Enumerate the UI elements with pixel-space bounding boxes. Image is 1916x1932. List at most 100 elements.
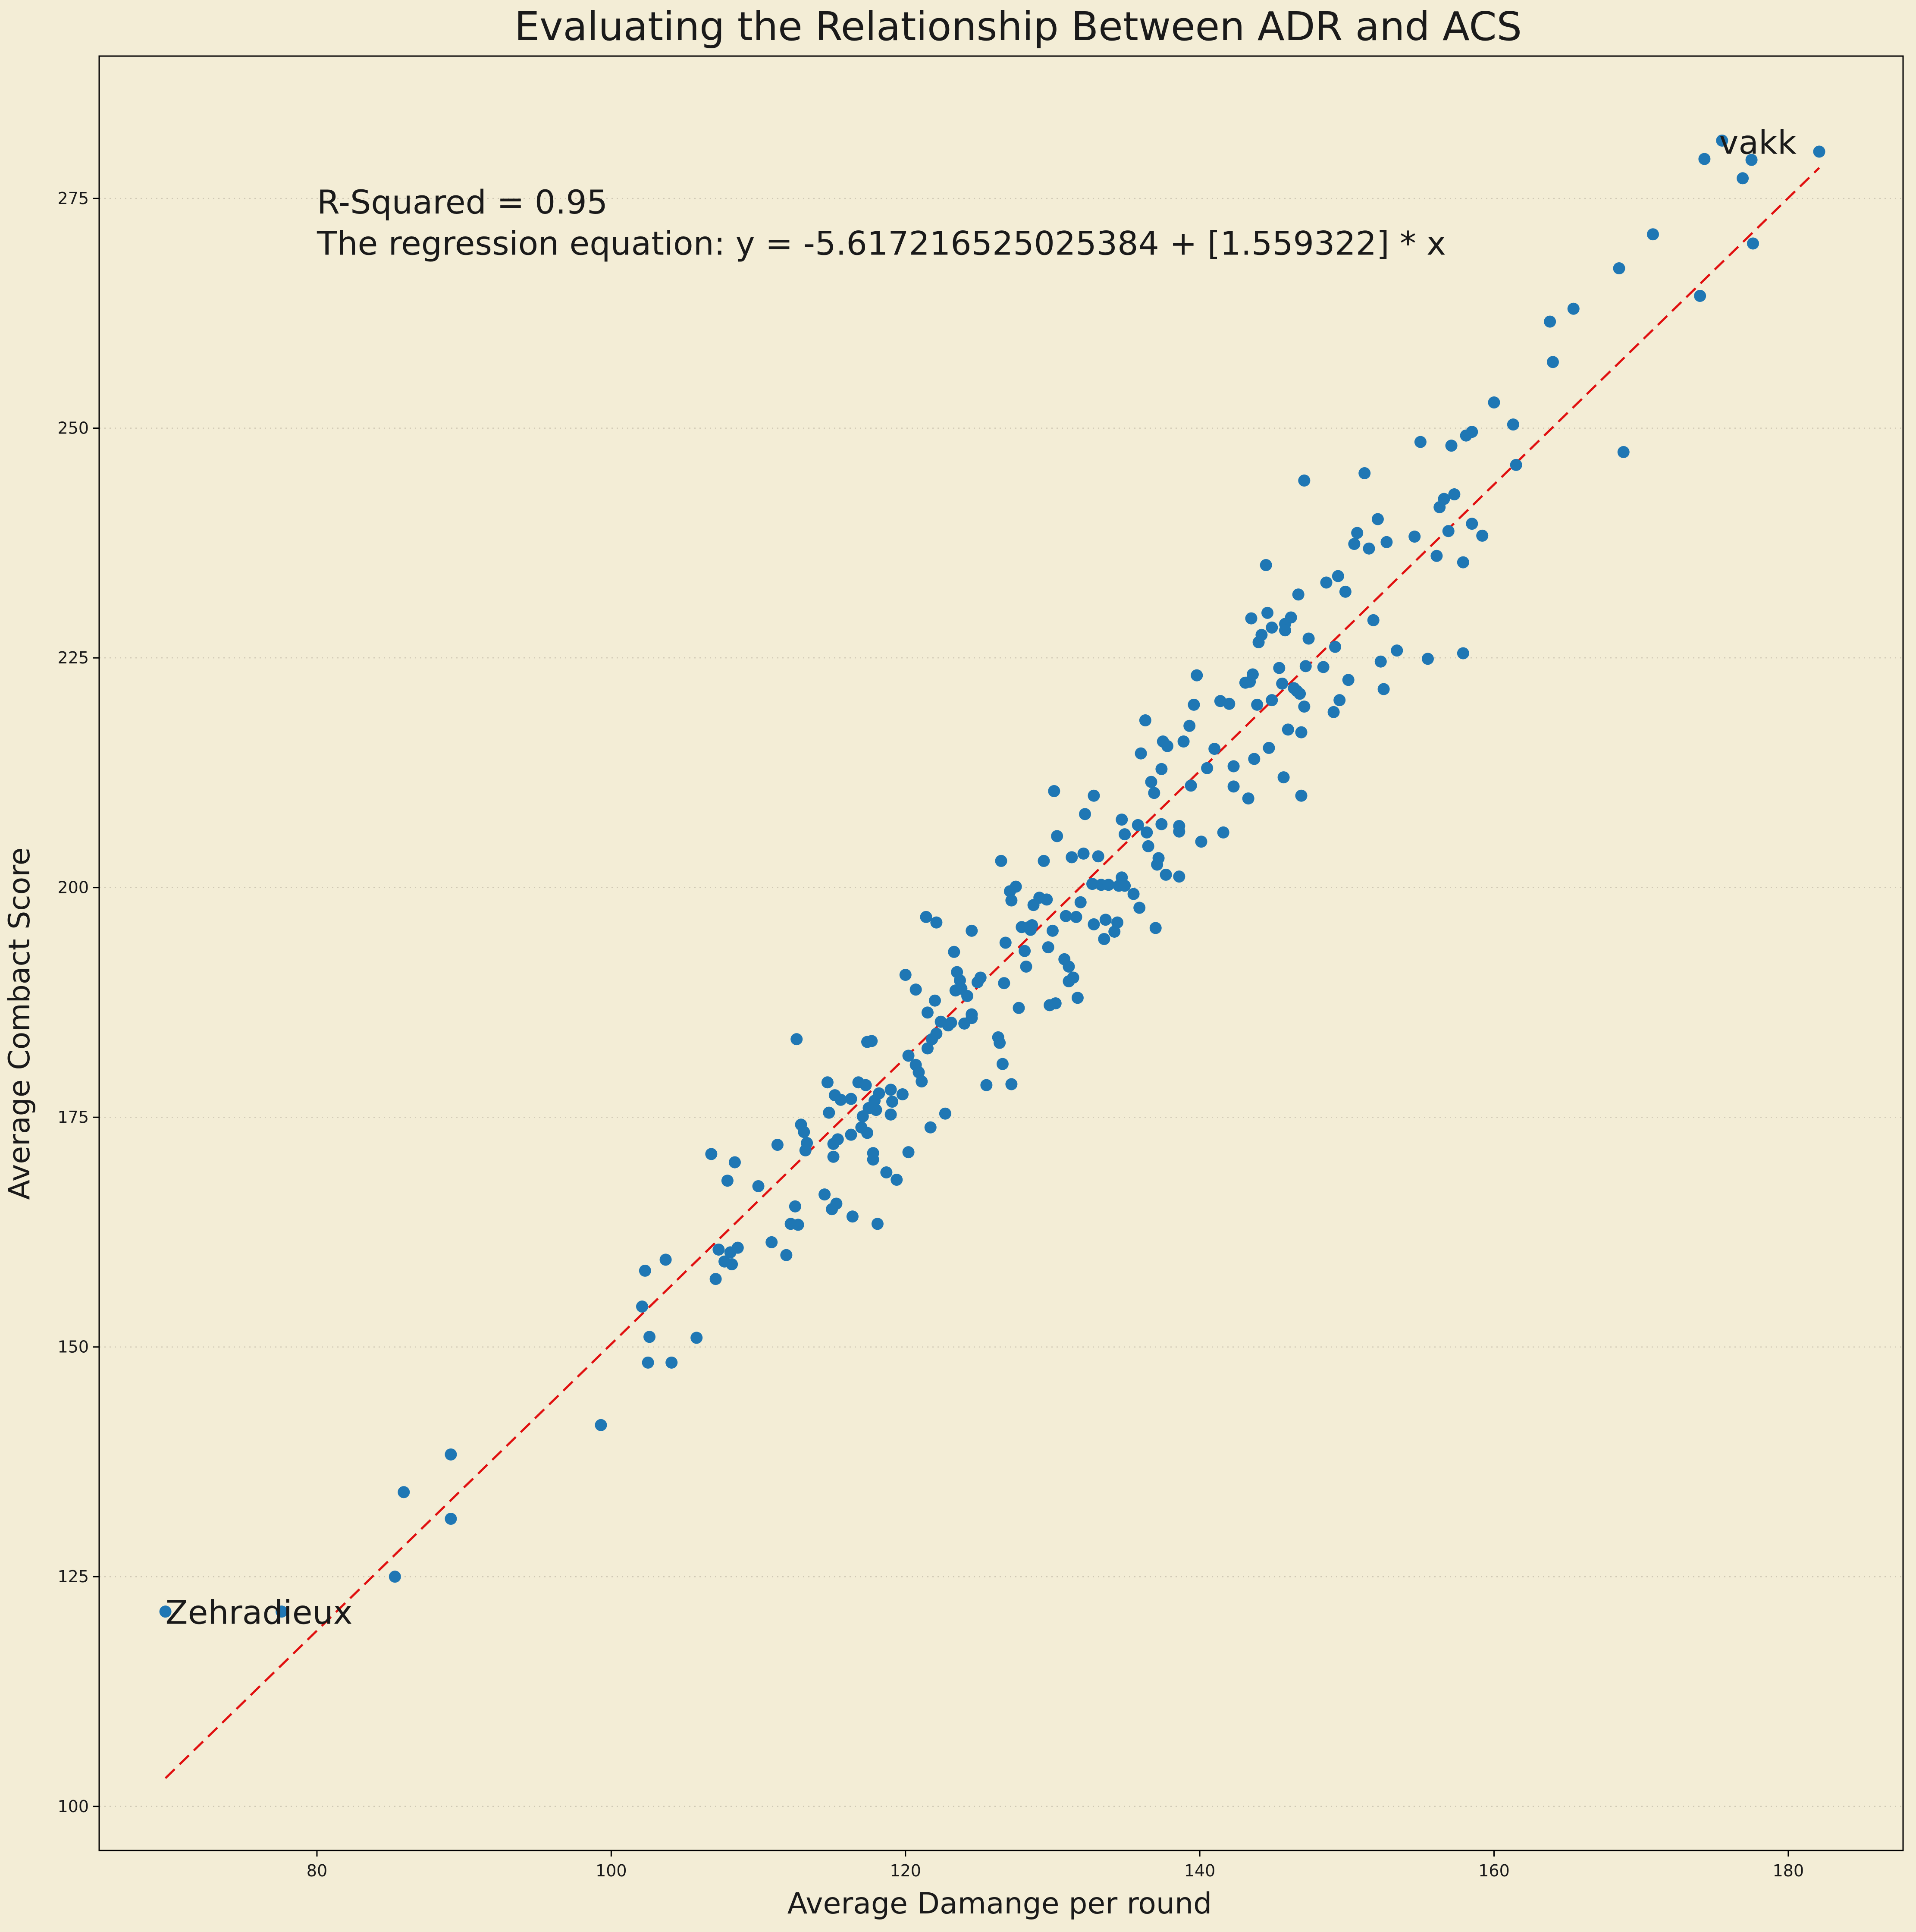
data-point — [1747, 237, 1759, 250]
data-point — [865, 1035, 878, 1047]
data-point — [1277, 771, 1290, 784]
data-point — [928, 994, 941, 1007]
data-point — [1391, 644, 1403, 657]
data-point — [771, 1139, 784, 1151]
data-point — [1092, 850, 1104, 863]
data-point — [1245, 612, 1257, 625]
data-point — [1111, 916, 1124, 929]
data-point — [1294, 688, 1306, 700]
data-point — [974, 971, 987, 984]
data-point — [834, 1093, 847, 1106]
data-point — [1145, 776, 1157, 788]
data-point — [721, 1175, 734, 1187]
data-point — [1285, 611, 1297, 624]
data-point — [920, 911, 932, 923]
chart-title: Evaluating the Relationship Between ADR … — [514, 3, 1522, 50]
data-point — [1255, 628, 1268, 641]
data-point — [1332, 570, 1344, 582]
data-point — [712, 1243, 725, 1256]
data-point — [948, 946, 960, 958]
data-point — [709, 1273, 722, 1285]
data-point — [871, 1218, 884, 1230]
data-point — [845, 1128, 857, 1141]
data-point — [1217, 826, 1229, 839]
data-point — [930, 916, 943, 929]
data-point — [1208, 743, 1221, 755]
data-point — [1263, 741, 1275, 754]
data-point — [1227, 780, 1240, 793]
data-point — [1371, 513, 1384, 525]
data-point — [1266, 694, 1278, 707]
data-point — [1066, 851, 1078, 864]
data-point — [830, 1197, 843, 1210]
data-point — [899, 969, 912, 981]
data-points — [159, 134, 1825, 1618]
data-point — [827, 1150, 840, 1163]
data-point — [1048, 785, 1060, 798]
data-point — [1380, 536, 1393, 548]
data-point — [1152, 852, 1165, 864]
data-point — [1041, 893, 1053, 906]
data-point — [1510, 459, 1522, 471]
data-point — [1116, 814, 1128, 826]
data-point — [1745, 154, 1758, 166]
data-point — [870, 1104, 882, 1116]
data-point — [1067, 971, 1079, 984]
data-point — [1694, 289, 1706, 302]
data-point — [1161, 740, 1174, 752]
x-tick-label: 180 — [1773, 1861, 1804, 1880]
data-point — [1457, 647, 1469, 660]
data-point — [939, 1107, 951, 1120]
y-tick-label: 275 — [57, 189, 89, 208]
data-point — [1260, 559, 1272, 572]
y-tick-label: 225 — [57, 648, 89, 667]
data-point — [921, 1042, 934, 1055]
data-point — [884, 1084, 897, 1096]
data-point — [1613, 262, 1625, 275]
data-point — [1246, 668, 1259, 681]
data-point — [1063, 960, 1075, 973]
data-point — [886, 1096, 899, 1108]
data-point — [821, 1076, 834, 1089]
data-point — [1448, 488, 1461, 501]
data-point — [966, 1012, 978, 1024]
data-point — [1488, 396, 1500, 409]
data-point — [1546, 356, 1559, 368]
player-label-vakk: vakk — [1719, 123, 1797, 161]
x-axis-label: Average Damange per round — [787, 1887, 1212, 1921]
data-point — [823, 1106, 835, 1119]
data-point — [790, 1033, 803, 1046]
data-point — [1342, 674, 1355, 686]
x-axis-ticks: 80 100 120 140 160 180 — [307, 1850, 1804, 1880]
data-point — [1127, 888, 1140, 900]
data-point — [1086, 878, 1099, 890]
data-point — [1077, 847, 1090, 860]
data-point — [1108, 925, 1121, 938]
data-point — [1191, 669, 1203, 682]
data-point — [1348, 538, 1361, 550]
data-point — [1421, 653, 1434, 665]
data-point — [1299, 660, 1312, 672]
data-point — [1119, 828, 1131, 841]
data-point — [1327, 706, 1340, 718]
data-point — [891, 1174, 903, 1186]
data-point — [859, 1079, 872, 1091]
data-point — [1374, 655, 1387, 668]
data-point — [1155, 818, 1168, 830]
data-point — [1295, 789, 1308, 802]
data-point — [1046, 924, 1059, 937]
data-point — [1098, 933, 1110, 945]
data-point — [999, 936, 1012, 949]
data-point — [880, 1166, 893, 1179]
data-point — [1273, 662, 1286, 674]
data-point — [792, 1219, 804, 1231]
data-point — [945, 1016, 957, 1029]
data-point — [1507, 418, 1519, 431]
data-point — [1088, 789, 1100, 802]
data-point — [930, 1027, 943, 1040]
data-point — [1071, 992, 1084, 1004]
data-point — [994, 1037, 1006, 1049]
data-point — [995, 854, 1007, 867]
